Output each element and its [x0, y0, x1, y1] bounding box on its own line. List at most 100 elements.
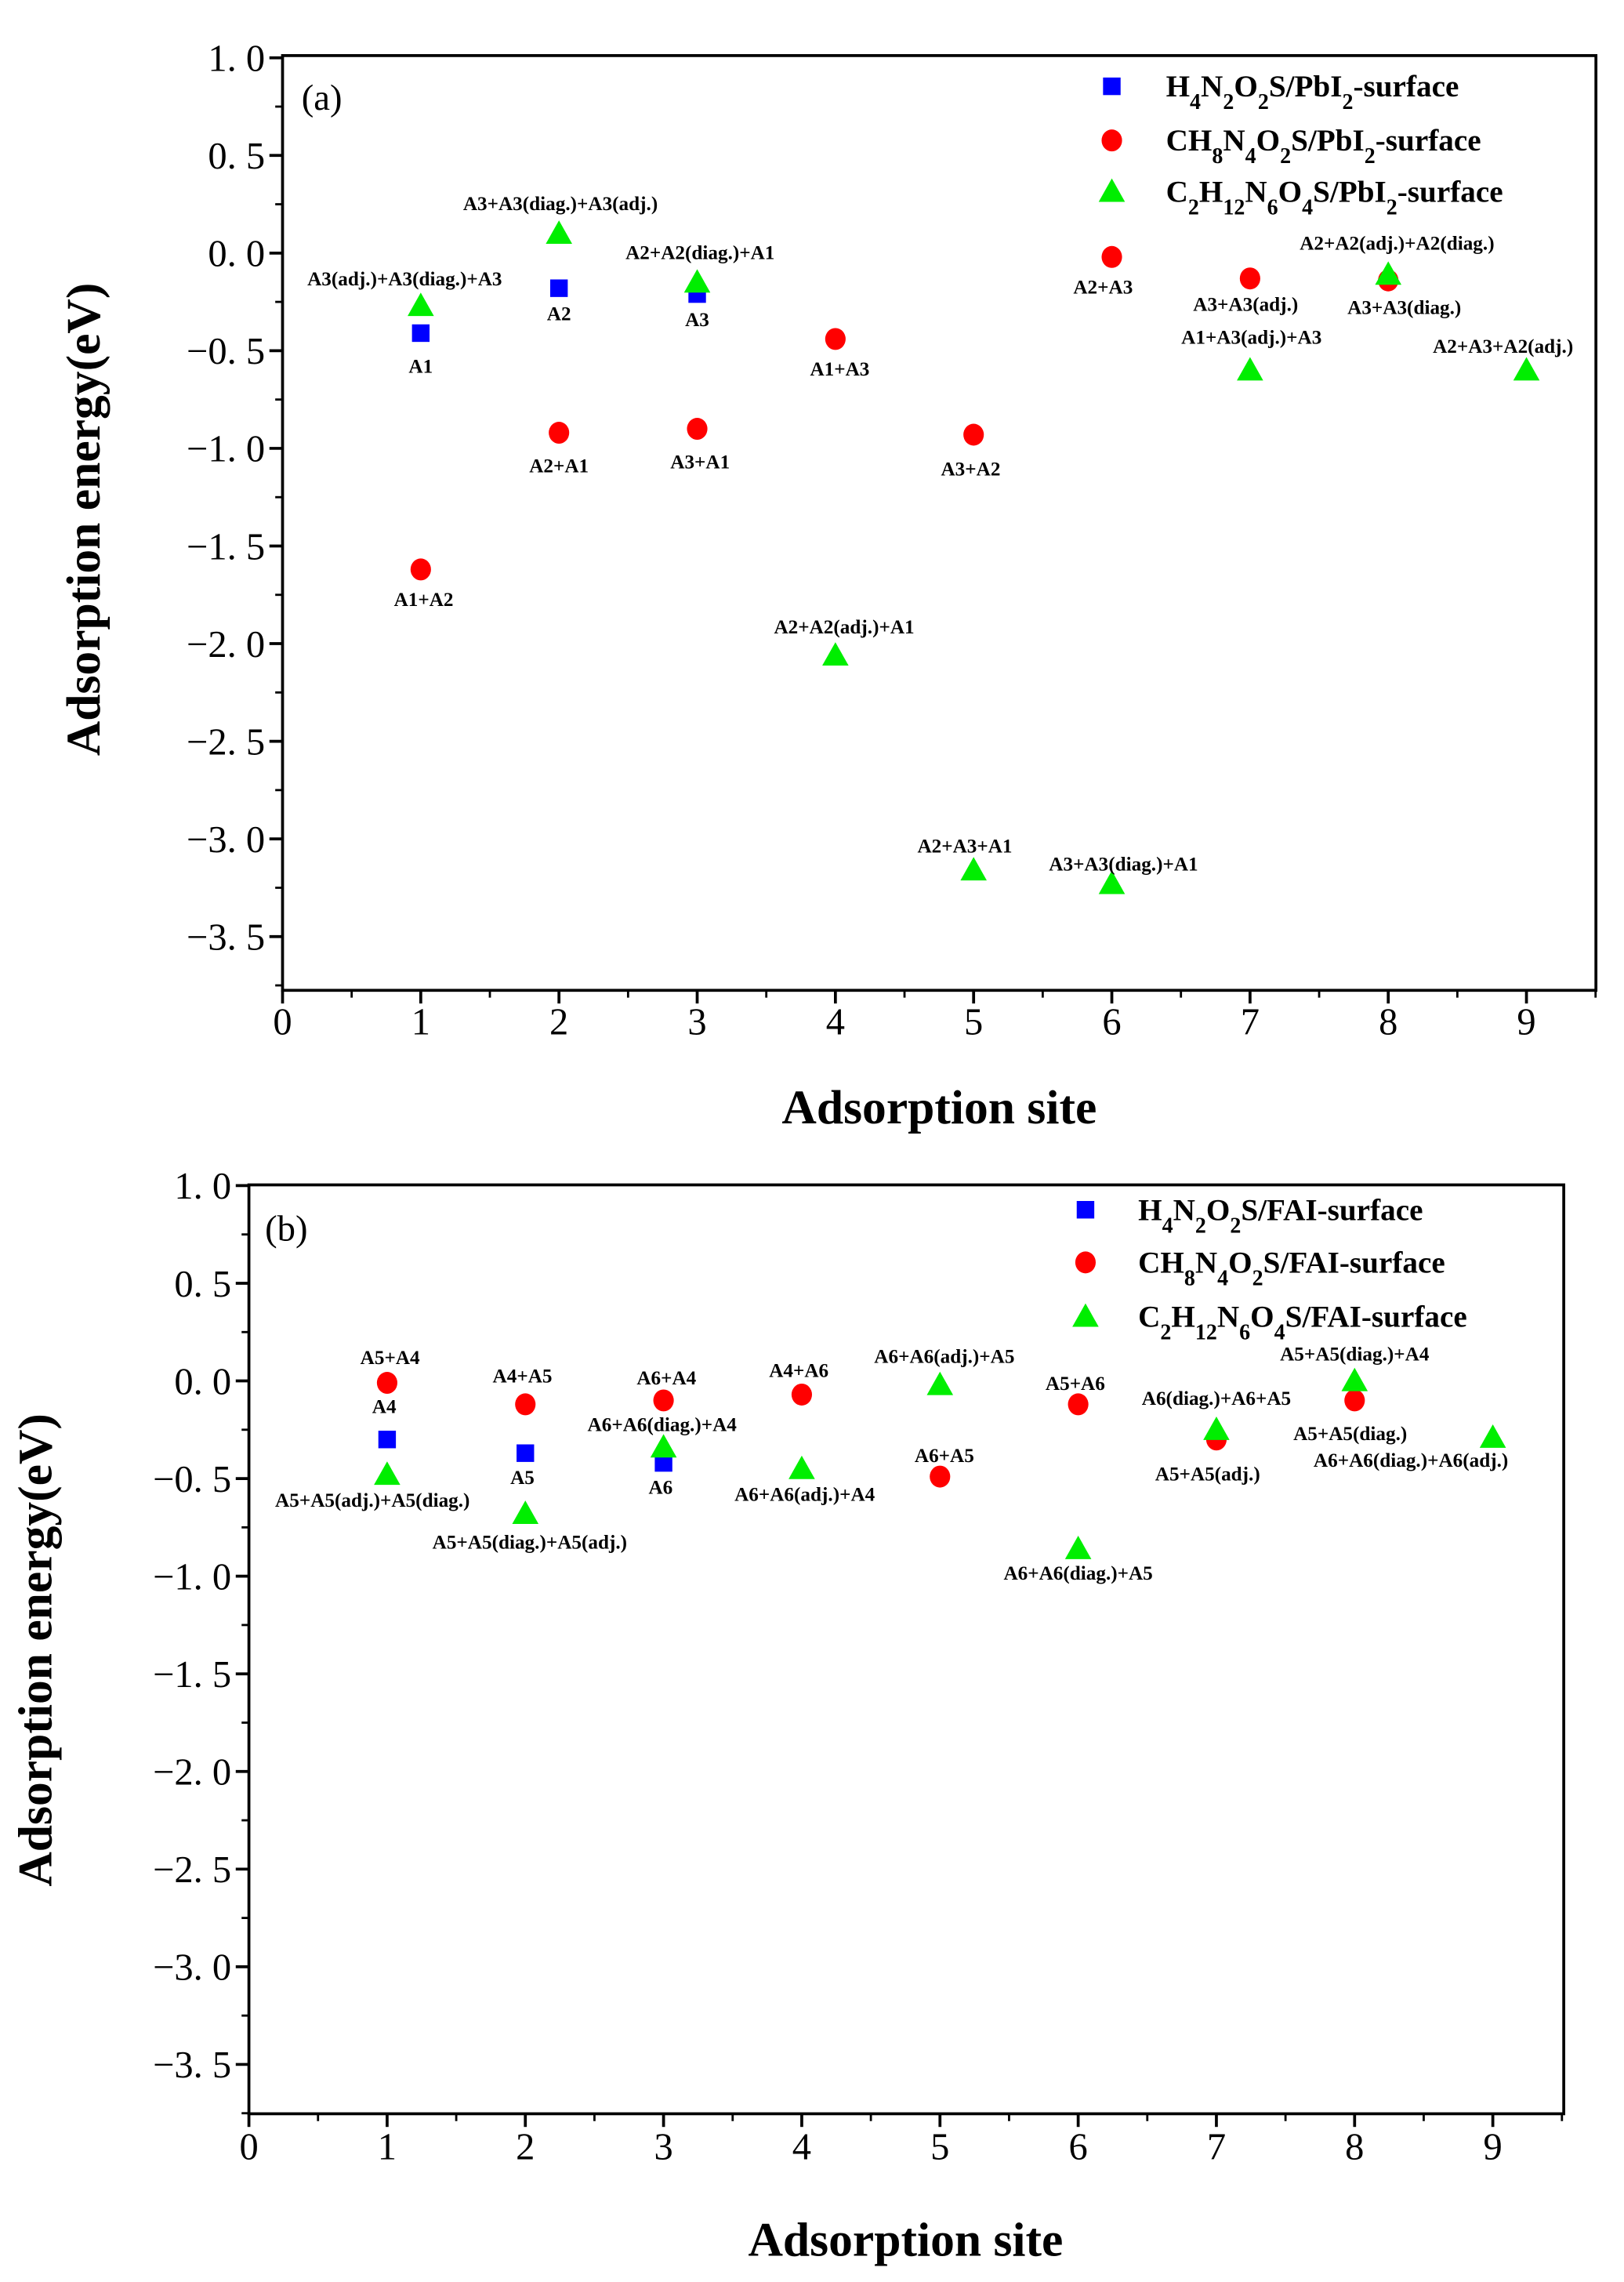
data-point-circle — [791, 1383, 812, 1406]
x-tick-label: 2 — [516, 2126, 535, 2168]
data-point-circle — [1068, 1393, 1089, 1416]
data-label: A5+A4 — [361, 1348, 420, 1369]
data-label: A3+A1 — [670, 452, 730, 473]
legend-entry: C2H12N6O4S/FAI-surface — [1138, 1300, 1467, 1344]
data-point-circle — [1101, 245, 1122, 268]
data-label: A3+A3(adj.) — [1193, 294, 1298, 315]
data-label: A6 — [648, 1477, 672, 1498]
data-label: A5+A5(diag.) — [1293, 1424, 1407, 1445]
legend-marker-square — [1103, 77, 1121, 96]
data-point-circle — [963, 423, 984, 446]
y-tick-label: −2. 5 — [187, 721, 265, 763]
data-label: A5 — [510, 1468, 535, 1489]
data-point-square — [411, 324, 430, 343]
y-tick-label: 0. 5 — [174, 1264, 231, 1305]
data-label: A5+A5(diag.)+A4 — [1280, 1344, 1430, 1365]
legend-marker-circle — [1075, 1251, 1097, 1274]
y-tick-label: −3. 0 — [187, 819, 265, 861]
x-tick-label: 9 — [1517, 1001, 1535, 1043]
data-point-triangle — [374, 1461, 401, 1486]
data-point-triangle — [512, 1500, 539, 1524]
x-tick-label: 5 — [930, 2126, 949, 2168]
data-label: A2+A2(adj.)+A1 — [774, 617, 914, 638]
data-label: A2+A3+A1 — [917, 836, 1012, 858]
data-label: A3+A3(diag.)+A3(adj.) — [463, 194, 658, 215]
x-tick-label: 1 — [378, 2126, 397, 2168]
data-point-triangle — [1375, 261, 1402, 285]
y-tick-label: −3. 0 — [153, 1947, 231, 1989]
y-tick-label: −1. 0 — [187, 429, 265, 470]
data-label: A6+A6(adj.)+A5 — [874, 1347, 1014, 1368]
plot-frame — [281, 54, 1598, 992]
x-tick-label: 0 — [239, 2126, 258, 2168]
data-label: A3 — [685, 310, 709, 331]
data-label: A2+A2(adj.)+A2(diag.) — [1300, 234, 1494, 255]
data-point-circle — [1239, 267, 1260, 290]
data-point-triangle — [1479, 1424, 1506, 1448]
x-tick-label: 0 — [273, 1001, 292, 1043]
x-tick-label: 3 — [687, 1001, 706, 1043]
y-tick-label: −3. 5 — [187, 917, 265, 959]
data-label: A2+A1 — [529, 455, 589, 477]
legend-entry: H4N2O2S/PbI2-surface — [1166, 70, 1459, 114]
x-tick-label: 4 — [826, 1001, 845, 1043]
data-point-triangle — [683, 269, 711, 293]
legend: H4N2O2S/FAI-surface CH8N4O2S/FAI-surface C… — [1072, 1193, 1467, 1344]
legend-marker-triangle — [1098, 178, 1126, 202]
data-label: A3+A3(diag.)+A1 — [1049, 854, 1198, 876]
x-axis-title: Adsorption site — [781, 1081, 1097, 1134]
x-tick-label: 7 — [1241, 1001, 1260, 1043]
data-point-triangle — [1064, 1535, 1092, 1559]
data-point-circle — [1344, 1389, 1365, 1412]
data-label: A3+A2 — [941, 459, 1001, 481]
data-point-square — [517, 1444, 535, 1462]
data-label: A3+A3(diag.) — [1347, 298, 1461, 319]
y-tick-label: −2. 0 — [153, 1752, 231, 1794]
data-point-circle — [410, 558, 431, 581]
y-tick-label: −2. 5 — [153, 1849, 231, 1891]
data-label: A5+A5(diag.)+A5(adj.) — [433, 1533, 627, 1554]
data-label: A5+A5(adj.) — [1155, 1464, 1260, 1486]
x-tick-label: 2 — [549, 1001, 568, 1043]
x-tick-label: 5 — [964, 1001, 983, 1043]
data-label: A2+A3 — [1073, 277, 1133, 298]
data-point-square — [654, 1453, 672, 1472]
data-point-triangle — [1237, 357, 1263, 381]
y-tick-label: 0. 0 — [208, 234, 265, 275]
data-point-circle — [653, 1389, 674, 1412]
data-point-triangle — [1098, 870, 1126, 894]
data-point-triangle — [822, 642, 849, 666]
data-label: A5+A5(adj.)+A5(diag.) — [275, 1490, 469, 1511]
data-label: A1+A3(adj.)+A3 — [1181, 328, 1321, 349]
legend-entry: H4N2O2S/FAI-surface — [1138, 1193, 1423, 1238]
x-tick-label: 9 — [1484, 2126, 1503, 2168]
y-tick-label: −1. 5 — [187, 526, 265, 568]
data-label: A1+A2 — [394, 590, 454, 611]
data-point-square — [549, 279, 568, 297]
x-tick-label: 6 — [1102, 1001, 1121, 1043]
data-point-circle — [825, 328, 846, 350]
data-label: A2+A3+A2(adj.) — [1433, 336, 1573, 357]
data-point-triangle — [1513, 357, 1540, 381]
data-label: A6+A6(diag.)+A5 — [1003, 1563, 1152, 1584]
legend-entry: CH8N4O2S/FAI-surface — [1138, 1246, 1445, 1290]
data-label: A6+A6(diag.)+A4 — [588, 1415, 738, 1436]
x-tick-label: 6 — [1068, 2126, 1087, 2168]
data-label: A6(diag.)+A6+A5 — [1142, 1388, 1291, 1409]
data-point-circle — [687, 418, 708, 441]
data-point-triangle — [408, 292, 434, 317]
data-label: A2 — [547, 304, 571, 325]
chart-panel-b: 0 1 2 3 4 5 6 7 8 9 1. 0 0. 5 0. 0 −0. 5 −1. 0 −1. 5 −2.… — [9, 1166, 1566, 2266]
data-label: A1 — [408, 356, 433, 377]
data-point-triangle — [788, 1455, 815, 1479]
data-point-triangle — [926, 1371, 954, 1395]
legend-marker-triangle — [1072, 1303, 1099, 1327]
x-axis-title: Adsorption site — [748, 2213, 1063, 2266]
data-label: A4+A6 — [769, 1361, 828, 1382]
y-tick-label: −2. 0 — [187, 624, 265, 666]
x-tick-label: 4 — [792, 2126, 811, 2168]
legend-marker-square — [1076, 1201, 1095, 1219]
data-point-circle — [549, 422, 570, 444]
y-axis-title: Adsorption energy(eV) — [9, 1413, 63, 1887]
